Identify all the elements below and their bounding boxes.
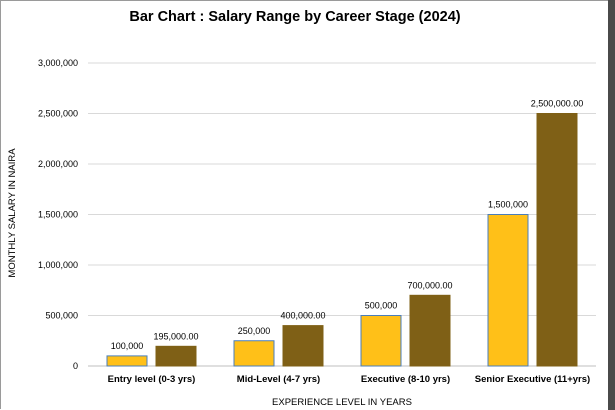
x-category-label: Entry level (0-3 yrs) — [108, 374, 196, 385]
x-category-label: Mid-Level (4-7 yrs) — [237, 374, 320, 385]
y-axis-title: MONTHLY SALARY IN NAIRA — [7, 148, 18, 278]
data-label: 700,000.00 — [407, 280, 452, 290]
data-labels: 100,000 195,000.00 250,000 400,000.00 500,00… — [111, 99, 584, 351]
data-label: 2,500,000.00 — [531, 99, 584, 109]
bars — [106, 113, 578, 367]
y-tick-label: 1,500,000 — [38, 210, 78, 220]
y-tick-label: 1,000,000 — [38, 260, 78, 270]
bar-series-2-3 — [409, 294, 451, 367]
bar-series-1-3 — [360, 315, 402, 367]
x-axis-title: EXPERIENCE LEVEL IN YEARS — [272, 397, 412, 408]
bar-series-2-1 — [155, 345, 197, 367]
data-label: 100,000 — [111, 341, 144, 351]
y-axis-tick-labels: 0 500,000 1,000,000 1,500,000 2,000,000 2,500… — [38, 58, 78, 371]
data-label: 1,500,000 — [488, 200, 528, 210]
y-tick-label: 3,000,000 — [38, 58, 78, 68]
window-edge — [608, 0, 615, 410]
chart-title: Bar Chart : Salary Range by Career Stage… — [129, 9, 461, 25]
y-tick-label: 2,500,000 — [38, 109, 78, 119]
y-tick-label: 2,000,000 — [38, 159, 78, 169]
bar-series-1-2 — [233, 340, 275, 367]
bar-series-1-1 — [106, 355, 148, 367]
bar-series-1-4 — [487, 214, 529, 367]
data-label: 195,000.00 — [153, 331, 198, 341]
data-label: 500,000 — [365, 301, 398, 311]
x-category-label: Senior Executive (11+yrs) — [475, 374, 590, 385]
x-category-label: Executive (8-10 yrs) — [361, 374, 450, 385]
y-tick-label: 0 — [73, 361, 78, 371]
y-tick-label: 500,000 — [45, 311, 78, 321]
x-axis-category-labels: Entry level (0-3 yrs) Mid-Level (4-7 yrs)… — [108, 374, 591, 385]
bar-series-2-2 — [282, 325, 324, 367]
data-label: 250,000 — [238, 326, 271, 336]
bar-series-2-4 — [536, 113, 578, 367]
data-label: 400,000.00 — [280, 311, 325, 321]
